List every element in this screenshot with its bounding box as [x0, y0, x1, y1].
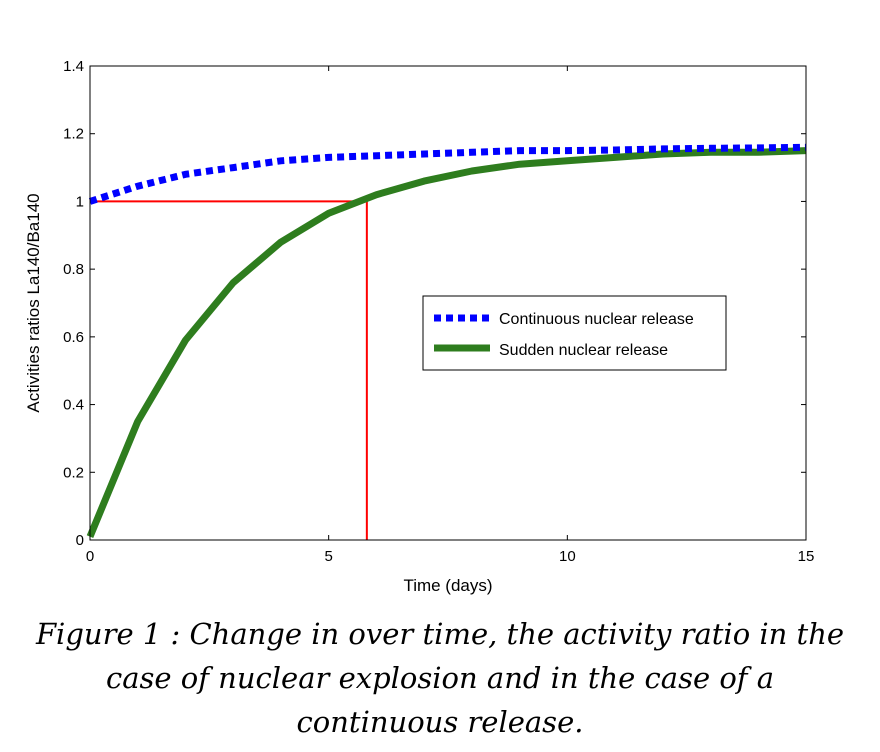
legend-label-continuous: Continuous nuclear release — [499, 311, 694, 328]
x-tick-label: 10 — [559, 548, 576, 565]
series-layer — [86, 143, 807, 538]
series-line-continuous — [88, 143, 807, 205]
y-tick-label: 1.4 — [63, 58, 84, 75]
x-axis-title: Time (days) — [403, 576, 492, 595]
legend: Continuous nuclear release Sudden nuclea… — [422, 295, 727, 371]
plot-frame — [89, 65, 807, 541]
chart: 0 5 10 15 0 0.2 0.4 0.6 0.8 1 1.2 1.4 Time (days) A… — [24, 58, 814, 595]
reference-lines — [90, 200, 368, 540]
y-tick-label: 0.4 — [63, 397, 84, 414]
y-tick-label: 0 — [76, 532, 84, 549]
y-tick-label: 0.2 — [63, 464, 84, 481]
y-axis-title: Activities ratios La140/Ba140 — [24, 193, 43, 412]
y-tick-label: 0.8 — [63, 261, 84, 278]
x-tick-label: 5 — [324, 548, 332, 565]
axis-tick-labels: 0 5 10 15 0 0.2 0.4 0.6 0.8 1 1.2 1.4 — [63, 58, 814, 565]
legend-box — [422, 295, 727, 371]
series-line-sudden — [86, 147, 807, 538]
legend-label-sudden: Sudden nuclear release — [499, 342, 668, 359]
caption-line-1: Figure 1 : Change in over time, the acti… — [35, 617, 845, 651]
y-tick-label: 1 — [76, 193, 84, 210]
y-tick-label: 1.2 — [63, 126, 84, 143]
x-tick-label: 0 — [86, 548, 94, 565]
x-tick-label: 15 — [798, 548, 815, 565]
y-tick-label: 0.6 — [63, 329, 84, 346]
caption-line-2: case of nuclear explosion and in the cas… — [105, 661, 775, 695]
figure-caption: Figure 1 : Change in over time, the acti… — [0, 612, 880, 744]
caption-line-3: continuous release. — [296, 705, 584, 739]
